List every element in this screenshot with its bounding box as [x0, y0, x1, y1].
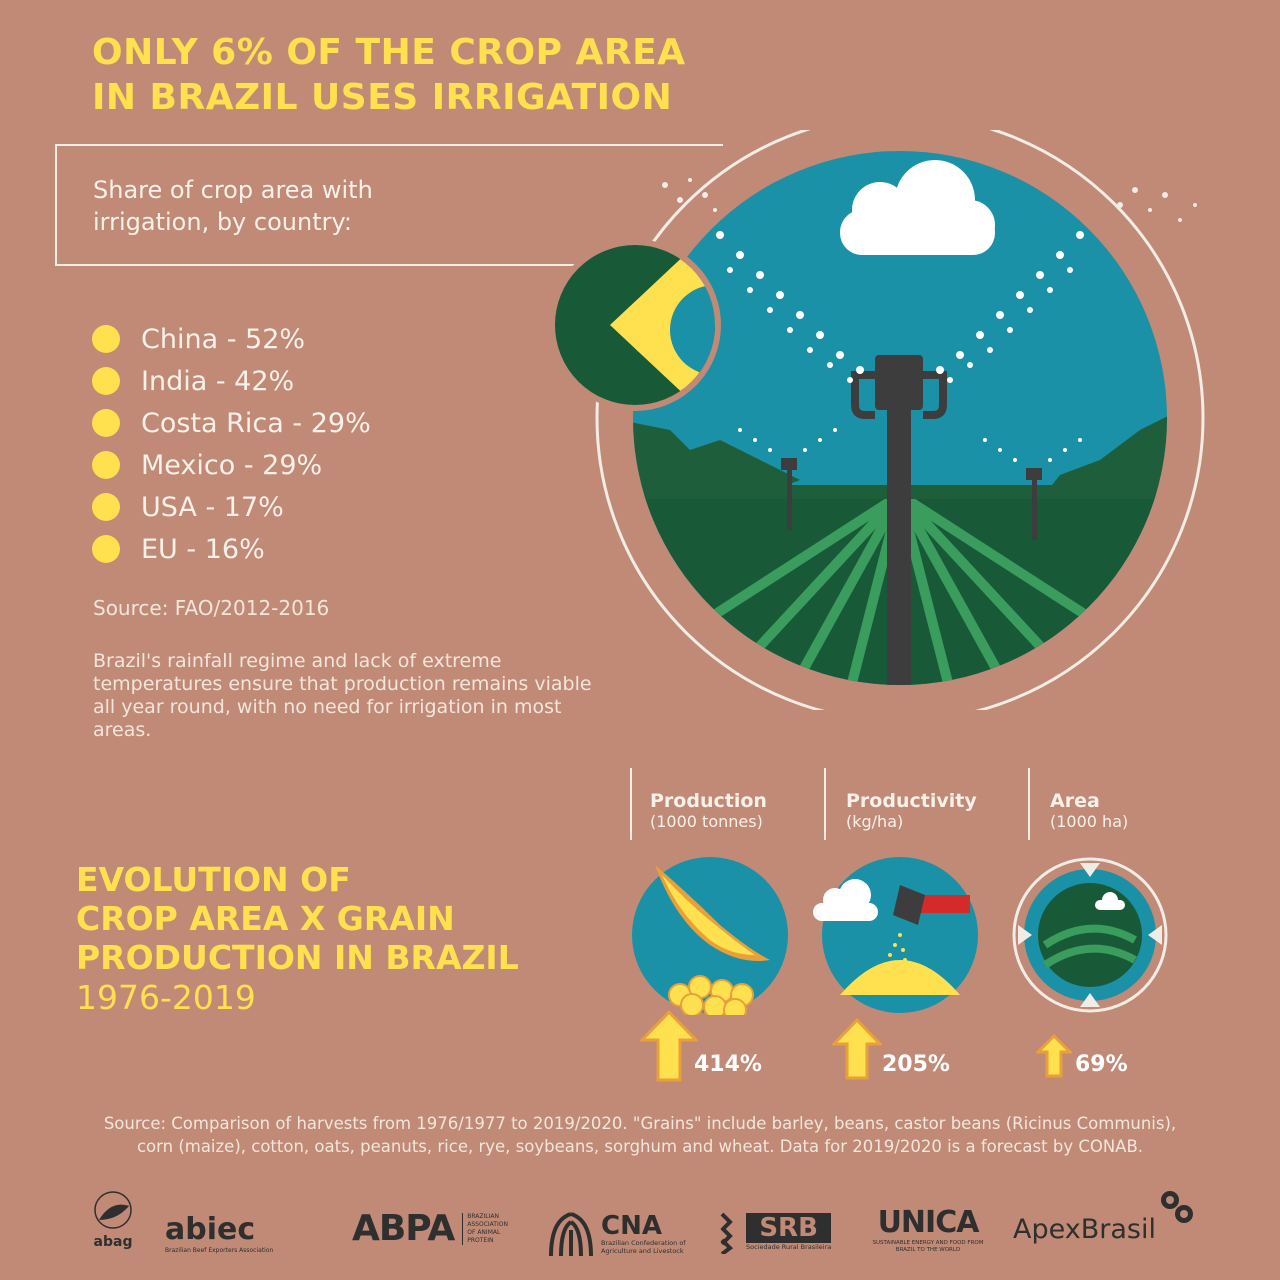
source-fao: Source: FAO/2012-2016 — [93, 596, 330, 620]
column-separator — [630, 768, 632, 840]
share-heading: Share of crop area with irrigation, by c… — [93, 176, 373, 236]
outer-ring — [595, 130, 1205, 710]
abag-logo: abag — [88, 1190, 138, 1250]
apex-symbol-icon — [1161, 1191, 1193, 1223]
up-arrow-icon — [1036, 1034, 1072, 1078]
evolution-title: EVOLUTION OF CROP AREA X GRAIN PRODUCTIO… — [76, 860, 519, 977]
bullet-icon — [92, 493, 120, 521]
list-item: India - 42% — [92, 360, 371, 402]
harvester-grain-icon — [813, 857, 978, 1013]
bullet-icon — [92, 451, 120, 479]
cna-wheat-icon — [549, 1212, 593, 1257]
up-arrow-icon — [832, 1018, 882, 1080]
water-spray-icon — [697, 217, 1103, 462]
production-change: 414% — [694, 1052, 762, 1077]
list-item: USA - 17% — [92, 486, 371, 528]
country-list: China - 52% India - 42% Costa Rica - 29%… — [92, 318, 371, 570]
metric-header-production: Production (1000 tonnes) — [650, 790, 767, 831]
metric-header-productivity: Productivity (kg/ha) — [846, 790, 977, 831]
evolution-years: 1976-2019 — [76, 978, 256, 1017]
soybean-pod-icon — [632, 857, 788, 1015]
srb-logo: SRB Sociedade Rural Brasileira — [718, 1210, 832, 1254]
footer-source: Source: Comparison of harvests from 1976… — [103, 1114, 1177, 1156]
rainfall-text: Brazil's rainfall regime and lack of ext… — [93, 650, 592, 741]
column-separator — [824, 768, 826, 840]
unica-logo: UNICA SUSTAINABLE ENERGY AND FOOD FROM B… — [872, 1205, 984, 1254]
apexbrasil-logo: ApexBrasil — [1013, 1188, 1193, 1245]
column-separator — [1028, 768, 1030, 840]
list-item: Mexico - 29% — [92, 444, 371, 486]
abpa-logo: ABPA BRAZILIAN ASSOCIATION OF ANIMAL PRO… — [352, 1208, 517, 1249]
brazil-flag-zoom-icon — [549, 239, 721, 411]
bullet-icon — [92, 367, 120, 395]
up-arrow-icon — [640, 1010, 698, 1082]
bullet-icon — [92, 325, 120, 353]
main-title: ONLY 6% OF THE CROP AREA IN BRAZIL USES … — [92, 32, 686, 118]
bullet-icon — [92, 535, 120, 563]
irrigation-illustration — [549, 130, 1205, 710]
productivity-change: 205% — [882, 1052, 950, 1077]
list-item: China - 52% — [92, 318, 371, 360]
field-area-icon — [1012, 857, 1168, 1013]
frame-top-line — [55, 144, 723, 146]
list-item: Costa Rica - 29% — [92, 402, 371, 444]
abiec-logo: abiec Brazilian Beef Exporters Associati… — [165, 1212, 274, 1254]
metric-header-area: Area (1000 ha) — [1050, 790, 1129, 831]
srb-chevron-icon — [720, 1212, 734, 1254]
cloud-icon — [840, 160, 995, 255]
abag-leaf-icon — [94, 1191, 132, 1229]
list-item: EU - 16% — [92, 528, 371, 570]
cna-logo: CNA Brazilian Confederation of Agricultu… — [545, 1210, 696, 1258]
frame-bottom-line — [55, 264, 635, 266]
landscape-icon — [633, 151, 1167, 685]
frame-left-line — [55, 144, 57, 266]
bullet-icon — [92, 409, 120, 437]
area-change: 69% — [1075, 1052, 1128, 1077]
